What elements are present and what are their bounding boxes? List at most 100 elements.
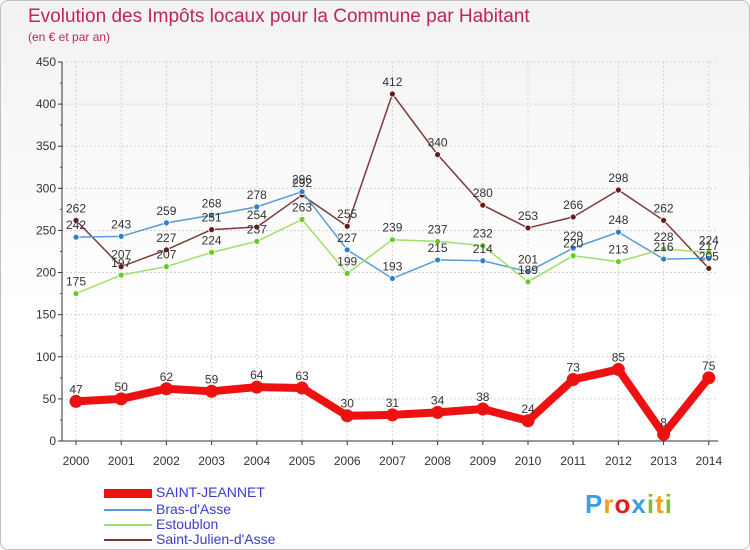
data-point-bras-d-asse xyxy=(388,275,396,282)
data-point-saint-julien-d-asse xyxy=(162,246,170,254)
legend-label-saint-jeannet: SAINT-JEANNET xyxy=(156,484,265,500)
y-tick-label: 150 xyxy=(36,308,56,322)
x-tick-label: 2001 xyxy=(108,454,135,468)
data-point-bras-d-asse xyxy=(253,203,261,211)
legend-label-estoublon: Estoublon xyxy=(156,516,219,532)
data-point-bras-d-asse xyxy=(343,246,351,254)
data-label-saint-jeannet: 50 xyxy=(115,380,129,394)
data-point-estoublon xyxy=(343,269,351,277)
data-label-estoublon: 199 xyxy=(337,254,357,268)
y-tick-label: 200 xyxy=(36,266,56,280)
data-label-estoublon: 228 xyxy=(654,230,674,244)
data-point-estoublon xyxy=(615,258,622,266)
x-tick-label: 2014 xyxy=(695,454,722,468)
y-tick-label: 300 xyxy=(36,181,56,195)
legend-label-bras-d-asse: Bras-d'Asse xyxy=(156,501,232,517)
data-label-estoublon: 237 xyxy=(247,222,267,236)
data-label-saint-jeannet: 34 xyxy=(431,393,445,407)
data-label-bras-d-asse: 248 xyxy=(608,213,628,227)
data-point-saint-julien-d-asse xyxy=(569,213,577,221)
data-label-bras-d-asse: 215 xyxy=(428,241,448,255)
x-tick-label: 2002 xyxy=(153,454,180,468)
data-point-estoublon xyxy=(72,290,80,298)
logo-letter: i xyxy=(664,489,673,519)
data-point-bras-d-asse xyxy=(434,256,442,264)
x-tick-label: 2013 xyxy=(650,454,677,468)
data-label-bras-d-asse: 214 xyxy=(473,242,493,256)
y-tick-label: 0 xyxy=(49,434,56,448)
data-point-estoublon xyxy=(479,242,487,250)
data-point-bras-d-asse xyxy=(569,244,577,252)
data-label-estoublon: 232 xyxy=(473,227,493,241)
logo-letter: x xyxy=(631,489,647,519)
data-label-estoublon: 197 xyxy=(111,256,131,270)
data-point-estoublon xyxy=(117,271,125,279)
data-label-bras-d-asse: 201 xyxy=(518,253,538,267)
data-label-saint-julien-d-asse: 262 xyxy=(654,201,674,215)
x-tick-label: 2010 xyxy=(515,454,542,468)
data-point-estoublon xyxy=(705,248,713,256)
data-point-estoublon xyxy=(569,252,577,260)
data-point-saint-jeannet xyxy=(385,408,399,422)
data-point-bras-d-asse xyxy=(524,268,532,276)
y-tick-label: 50 xyxy=(43,392,57,406)
data-point-estoublon xyxy=(660,245,667,253)
data-label-saint-julien-d-asse: 266 xyxy=(563,198,583,212)
data-point-estoublon xyxy=(208,248,216,256)
data-label-estoublon: 207 xyxy=(156,248,176,262)
y-tick-label: 100 xyxy=(36,350,56,364)
data-point-estoublon xyxy=(162,263,170,271)
y-tick-label: 400 xyxy=(36,97,56,111)
data-point-saint-julien-d-asse xyxy=(434,151,442,159)
data-label-bras-d-asse: 229 xyxy=(563,229,583,243)
data-label-saint-julien-d-asse: 254 xyxy=(247,208,267,222)
data-point-saint-jeannet xyxy=(521,414,535,428)
data-label-saint-julien-d-asse: 340 xyxy=(428,136,448,150)
data-label-bras-d-asse: 268 xyxy=(202,196,222,210)
data-label-bras-d-asse: 296 xyxy=(292,173,312,187)
logo-letter: r xyxy=(603,489,615,519)
x-tick-label: 2006 xyxy=(334,454,361,468)
data-label-saint-julien-d-asse: 255 xyxy=(337,207,357,221)
data-label-estoublon: 175 xyxy=(66,275,86,289)
data-label-estoublon: 237 xyxy=(428,222,448,236)
data-label-estoublon: 239 xyxy=(382,221,402,235)
x-tick-label: 2003 xyxy=(198,454,225,468)
data-label-estoublon: 263 xyxy=(292,200,312,214)
logo-letter: P xyxy=(585,489,604,519)
data-point-saint-julien-d-asse xyxy=(615,186,622,194)
data-point-estoublon xyxy=(434,237,442,245)
data-point-saint-julien-d-asse xyxy=(343,222,351,230)
data-label-bras-d-asse: 259 xyxy=(156,204,176,218)
data-label-saint-jeannet: 8 xyxy=(660,415,667,429)
data-point-saint-julien-d-asse xyxy=(208,226,216,234)
data-label-saint-jeannet: 64 xyxy=(250,368,264,382)
data-point-saint-julien-d-asse xyxy=(388,90,396,98)
legend-swatch-saint-jeannet xyxy=(104,489,152,498)
data-point-saint-jeannet xyxy=(114,392,128,406)
data-label-saint-julien-d-asse: 207 xyxy=(111,248,131,262)
x-tick-label: 2009 xyxy=(469,454,496,468)
x-tick-label: 2012 xyxy=(605,454,632,468)
data-point-bras-d-asse xyxy=(117,232,125,240)
data-label-saint-jeannet: 47 xyxy=(69,382,83,396)
data-label-bras-d-asse: 242 xyxy=(66,218,86,232)
data-point-bras-d-asse xyxy=(298,188,306,196)
data-point-bras-d-asse xyxy=(162,219,170,227)
data-label-bras-d-asse: 193 xyxy=(382,259,402,273)
legend-swatch-estoublon xyxy=(104,524,152,526)
data-point-saint-julien-d-asse xyxy=(253,223,261,231)
data-point-estoublon xyxy=(524,278,532,286)
y-tick-label: 250 xyxy=(36,223,56,237)
y-tick-label: 450 xyxy=(36,55,56,69)
legend-label-saint-julien-d-asse: Saint-Julien-d'Asse xyxy=(156,531,276,547)
data-point-estoublon xyxy=(298,216,306,223)
logo-letter: i xyxy=(646,489,656,519)
chart-title: Evolution des Impôts locaux pour la Comm… xyxy=(28,6,530,27)
data-point-bras-d-asse xyxy=(615,228,622,236)
data-point-saint-julien-d-asse xyxy=(705,264,713,272)
data-label-saint-jeannet: 85 xyxy=(612,350,626,364)
data-point-saint-julien-d-asse xyxy=(524,224,532,232)
